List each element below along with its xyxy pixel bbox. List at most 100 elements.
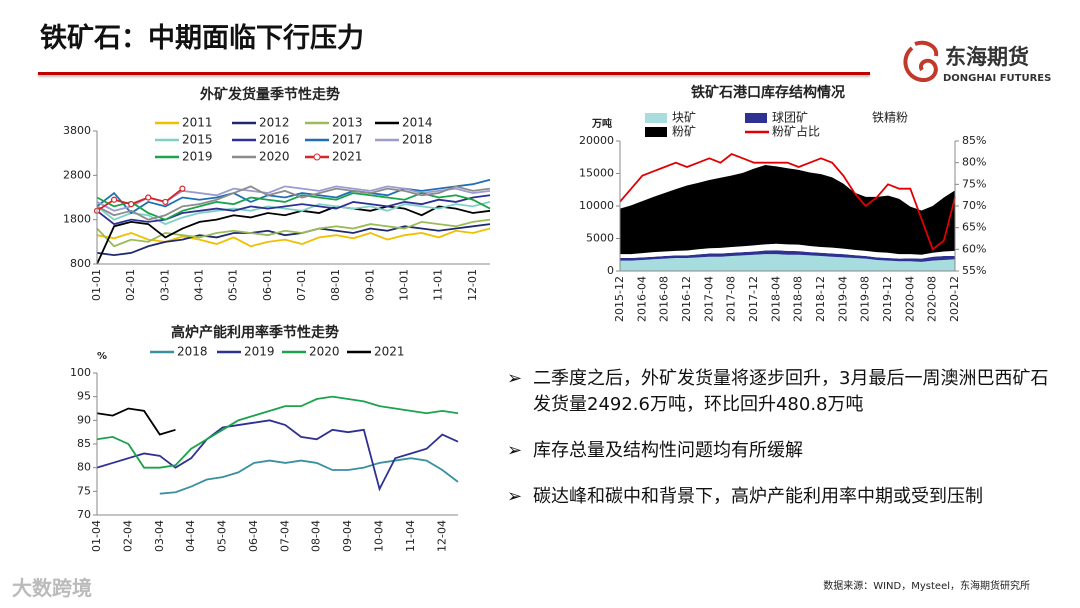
source-note: 数据来源：WIND，Mysteel，东海期货研究所 [823,581,1030,592]
bullet-text: 库存总量及结构性问题均有所缓解 [533,440,803,461]
line [96,395,459,469]
y-tick-label: 90 [77,413,91,426]
y-tick-label: 800 [70,257,91,270]
line [96,227,491,248]
x-tick-label: 04-01 [193,269,206,301]
legend-label: 2014 [402,116,433,130]
legend-label: 铁精粉 [872,111,908,125]
legend-swatch [645,113,667,123]
legend-label: 2021 [332,150,363,164]
x-tick-label: 02-04 [121,520,134,552]
legend-label: 2012 [259,116,290,130]
y2-tick-label: 60% [962,242,986,255]
legend-label: 粉矿 [672,125,696,139]
y-tick-label: 80 [77,461,91,474]
line [96,407,176,436]
logo-mark [903,40,939,82]
y2-tick-label: 65% [962,221,986,234]
x-tick-label: 03-01 [158,269,171,301]
y-axis-unit: % [97,351,107,362]
x-tick-label: 05-04 [216,520,229,552]
x-tick-label: 2016-12 [680,276,693,322]
slide-title: 铁矿石：中期面临下行压力 [40,23,364,54]
x-tick-label: 12-01 [466,269,479,301]
legend-label: 粉矿占比 [772,124,820,139]
area [620,250,955,262]
legend-label: 块矿 [672,111,696,125]
y-tick-label: 70 [77,508,91,521]
x-tick-label: 09-04 [341,520,354,552]
y-tick-label: 0 [607,264,614,277]
bullet-text: 二季度之后，外矿发货量将逐步回升，3月最后一周澳洲巴西矿石发货量2492.6万吨… [533,368,1049,415]
legend-swatch [645,127,667,137]
x-tick-label: 07-01 [295,269,308,301]
x-tick-label: 08-01 [329,269,342,301]
x-tick-label: 2017-12 [747,276,760,322]
marker [145,194,152,201]
line [96,192,491,221]
x-tick-label: 10-04 [373,520,386,552]
y-axis-unit: 万吨 [591,117,612,130]
x-tick-label: 2019-12 [881,276,894,322]
x-tick-label: 11-01 [432,269,445,301]
x-tick-label: 2015-12 [613,276,626,322]
line [96,178,491,215]
x-tick-label: 11-04 [404,520,417,552]
x-tick-label: 2020-08 [926,276,939,322]
x-tick-label: 12-04 [435,520,448,552]
line [96,194,491,226]
x-tick-label: 2016-04 [635,276,648,322]
x-tick-label: 2016-08 [658,276,671,322]
x-tick-label: 03-04 [153,520,166,552]
x-tick-label: 2020-12 [948,276,961,322]
x-tick-label: 2017-08 [725,276,738,322]
line [96,419,459,492]
marker [110,196,118,203]
y-tick-label: 1800 [63,213,91,226]
y-tick-label: 5000 [586,232,614,245]
legend-label: 2015 [182,133,213,147]
legend-marker [313,153,321,161]
y-tick-label: 10000 [579,199,614,212]
x-tick-label: 2018-12 [814,276,827,322]
y2-tick-label: 75% [962,177,986,190]
legend-label: 2016 [259,133,290,147]
line [159,457,459,495]
area [620,165,955,255]
marker [128,201,135,208]
y-tick-label: 2800 [63,168,91,181]
legend-label: 球团矿 [772,111,808,125]
bullet-text: 碳达峰和碳中和背景下，高炉产能利用率中期或受到压制 [533,486,983,507]
y-tick-label: 20000 [579,134,614,147]
bullet-list: ➢ 二季度之后，外矿发货量将逐步回升，3月最后一周澳洲巴西矿石发货量2492.6万… [507,366,1052,530]
x-tick-label: 02-01 [124,269,137,301]
plot [619,152,956,271]
chart-title: 高炉产能利用率季节性走势 [171,324,339,341]
y-tick-label: 75 [77,484,91,497]
legend-label: 2021 [374,345,405,359]
x-tick-label: 2018-08 [792,276,805,322]
bullet: ➢ 碳达峰和碳中和背景下，高炉产能利用率中期或受到压制 [507,484,1052,510]
marker [162,198,169,206]
legend-label: 2019 [244,345,275,359]
x-tick-label: 08-04 [310,520,323,552]
y-tick-label: 85 [77,437,91,450]
x-tick-label: 01-01 [90,269,103,301]
legend-label: 2020 [309,345,340,359]
area [620,254,955,271]
line [96,201,491,226]
legend-label: 2017 [332,133,363,147]
x-tick-label: 04-04 [184,520,197,552]
plot [93,178,491,265]
y2-tick-label: 55% [962,264,986,277]
y-tick-label: 3800 [63,124,91,137]
x-tick-label: 2019-04 [836,276,849,322]
logo: 东海期货 DONGHAI FUTURES [903,40,1051,84]
legend-label: 2020 [259,150,290,164]
y-tick-label: 95 [77,390,91,403]
legend-label: 2018 [177,345,208,359]
x-tick-label: 2020-04 [903,276,916,322]
watermark: 大数跨境 [12,576,92,600]
y2-tick-label: 70% [962,199,986,212]
